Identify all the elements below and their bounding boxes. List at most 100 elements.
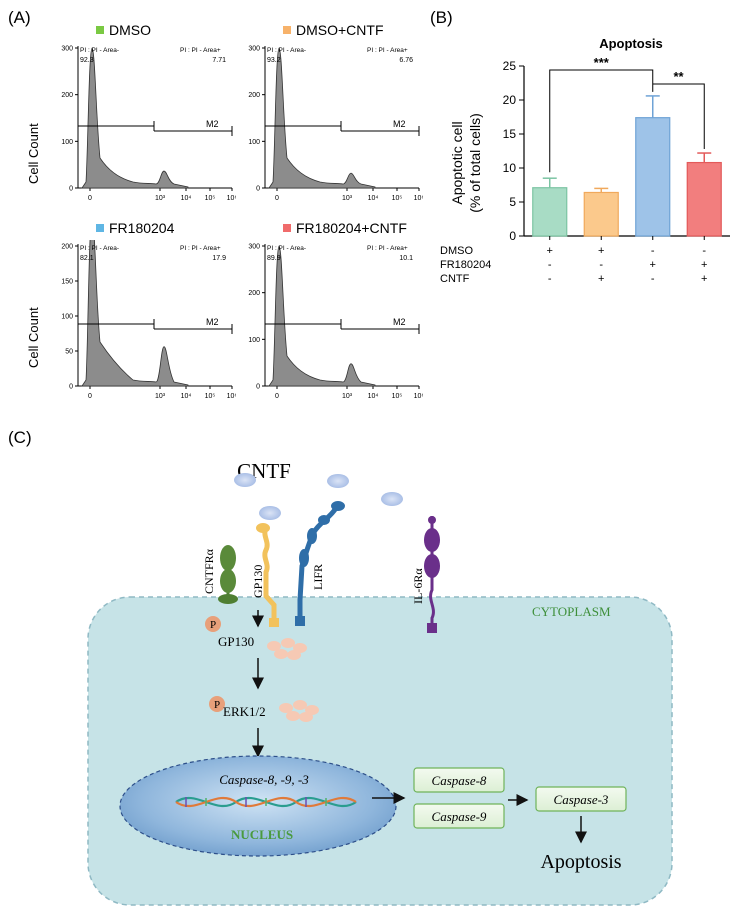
histogram-curve [81,240,189,387]
treatment-mark: - [651,273,655,285]
y-tick-label: 300 [248,46,260,53]
cntf-ligand [234,473,256,487]
receptor-label-lifr: LIFR [311,564,325,590]
x-tick-label: 10⁶ [227,195,236,202]
x-tick-label: 10⁵ [205,393,216,400]
x-tick-label: 10⁴ [181,393,192,400]
lifr-receptor [295,501,345,626]
x-tick-label: 10⁴ [368,195,379,202]
cntf-ligand [327,474,349,488]
region-label-left: PI : PI - Area- [80,245,119,252]
gp130-receptor [256,523,279,627]
nucleus [119,755,397,857]
x-tick-label: 10³ [342,393,353,400]
y-tick-label: 300 [248,244,260,251]
bar [635,117,671,237]
caspase-9-label: Caspase-9 [432,809,487,824]
y-axis-label-line2: (% of total cells) [467,113,483,213]
gate-label-m2: M2 [393,119,406,129]
bar [686,161,722,237]
histogram-fr180204-cntf: FR180204+CNTF 300 200 100 0 0 10³ 10⁴ 10⁵ 10⁶ PI :… [243,220,423,400]
treatment-mark: + [598,273,604,285]
x-tick-label: 10⁶ [414,195,423,202]
y-tick-label: 20 [503,93,517,107]
histogram-title-text: DMSO [109,22,151,38]
receptor-label-il6r-alpha: IL-6Rα [411,568,425,604]
histogram-plot: 300 200 100 0 0 10³ 10⁴ 10⁵ 10⁶ PI : PI - Area- 93… [248,46,423,203]
y-tick-label: 200 [248,92,260,99]
significance-bracket [549,69,654,173]
gate-label-m2: M2 [393,317,406,327]
signaling-pathway-diagram: CYTOPLASM CNTF CNTFRα GP130 LIFR IL-6Rα [87,459,673,906]
percent-right: 10.1 [399,255,413,262]
caspase-3-label: Caspase-3 [554,792,609,807]
region-label-left: PI : PI - Area- [267,47,306,54]
treatment-row-label: FR180204 [440,259,491,271]
y-tick-label: 200 [61,244,73,251]
y-tick-label: 100 [248,139,260,146]
receptor-label-gp130: GP130 [251,565,265,598]
percent-left: 93.2 [267,57,281,64]
histogram-plot: 300 200 100 0 0 10³ 10⁴ 10⁵ 10⁶ PI : PI - Area- 89… [248,244,423,401]
x-tick-label: 10⁶ [414,393,423,400]
caspase-9-box [413,803,505,829]
x-tick-label: 10⁵ [392,195,403,202]
y-tick-label: 5 [509,195,516,209]
histogram-curve [268,47,376,189]
phospho-badge-erk [209,696,225,712]
legend-swatch [283,224,291,232]
x-tick-label: 0 [88,393,92,400]
chart-title: Apoptosis [599,36,663,51]
histogram-plot: 300 200 100 0 0 10³ 10⁴ 10⁵ 10⁶ PI : PI - Area- 92… [61,46,236,203]
y-tick-label: 15 [503,127,517,141]
signal-particles-gp130 [267,638,307,660]
treatment-mark: - [702,245,706,257]
histogram-title-text: FR180204+CNTF [296,220,407,236]
treatment-mark: + [701,259,707,271]
y-tick-label: 200 [248,290,260,297]
histogram-title: FR180204+CNTF [283,220,407,236]
x-tick-label: 10³ [155,195,166,202]
y-tick-label: 0 [256,384,260,391]
treatment-mark: + [547,245,553,257]
phospho-label-gp130: P [210,619,216,631]
flow-histogram-grid: Cell Count Cell Count DMSO 300 200 100 0 0 10³… [18,22,438,400]
cntf-ligand [259,506,281,520]
y-tick-label: 0 [509,229,516,243]
percent-right: 7.71 [212,57,226,64]
histogram-plot: 200 150 100 50 0 0 10³ 10⁴ 10⁵ 10⁶ PI : PI - Area-… [61,240,236,400]
region-label-right: PI : PI - Area+ [367,47,408,54]
y-tick-label: 100 [61,139,73,146]
cntfr-alpha-receptor [218,545,238,604]
histogram-title-text: FR180204 [109,220,175,236]
treatment-mark: - [599,259,603,271]
cytoplasm-label: CYTOPLASM [532,604,611,619]
x-tick-label: 10⁵ [205,195,216,202]
cntf-ligand [381,492,403,506]
caspase-3-box [535,786,627,812]
treatment-mark: - [548,273,552,285]
legend-swatch [283,26,291,34]
phospho-label-erk: P [214,699,220,711]
significance-bracket [652,83,705,150]
percent-left: 89.9 [267,255,281,262]
legend-swatch [96,26,104,34]
histogram-title-text: DMSO+CNTF [296,22,384,38]
il6r-alpha-receptor [424,516,440,633]
region-label-right: PI : PI - Area+ [180,245,221,252]
x-tick-label: 10³ [155,393,166,400]
node-gp130: GP130 [218,634,254,649]
y-tick-label: 200 [61,92,73,99]
caspase-8-label: Caspase-8 [432,773,487,788]
y-tick-label: 150 [61,279,73,286]
region-label-left: PI : PI - Area- [80,47,119,54]
dna-helix-icon [175,796,357,808]
region-label-right: PI : PI - Area+ [367,245,408,252]
histogram-curve [81,47,189,189]
treatment-mark: + [650,259,656,271]
histogram-title: FR180204 [96,220,174,236]
y-tick-label: 0 [256,186,260,193]
receptor-label-cntfr-alpha: CNTFRα [202,548,216,594]
x-tick-label: 0 [88,195,92,202]
x-tick-label: 10⁵ [392,393,403,400]
